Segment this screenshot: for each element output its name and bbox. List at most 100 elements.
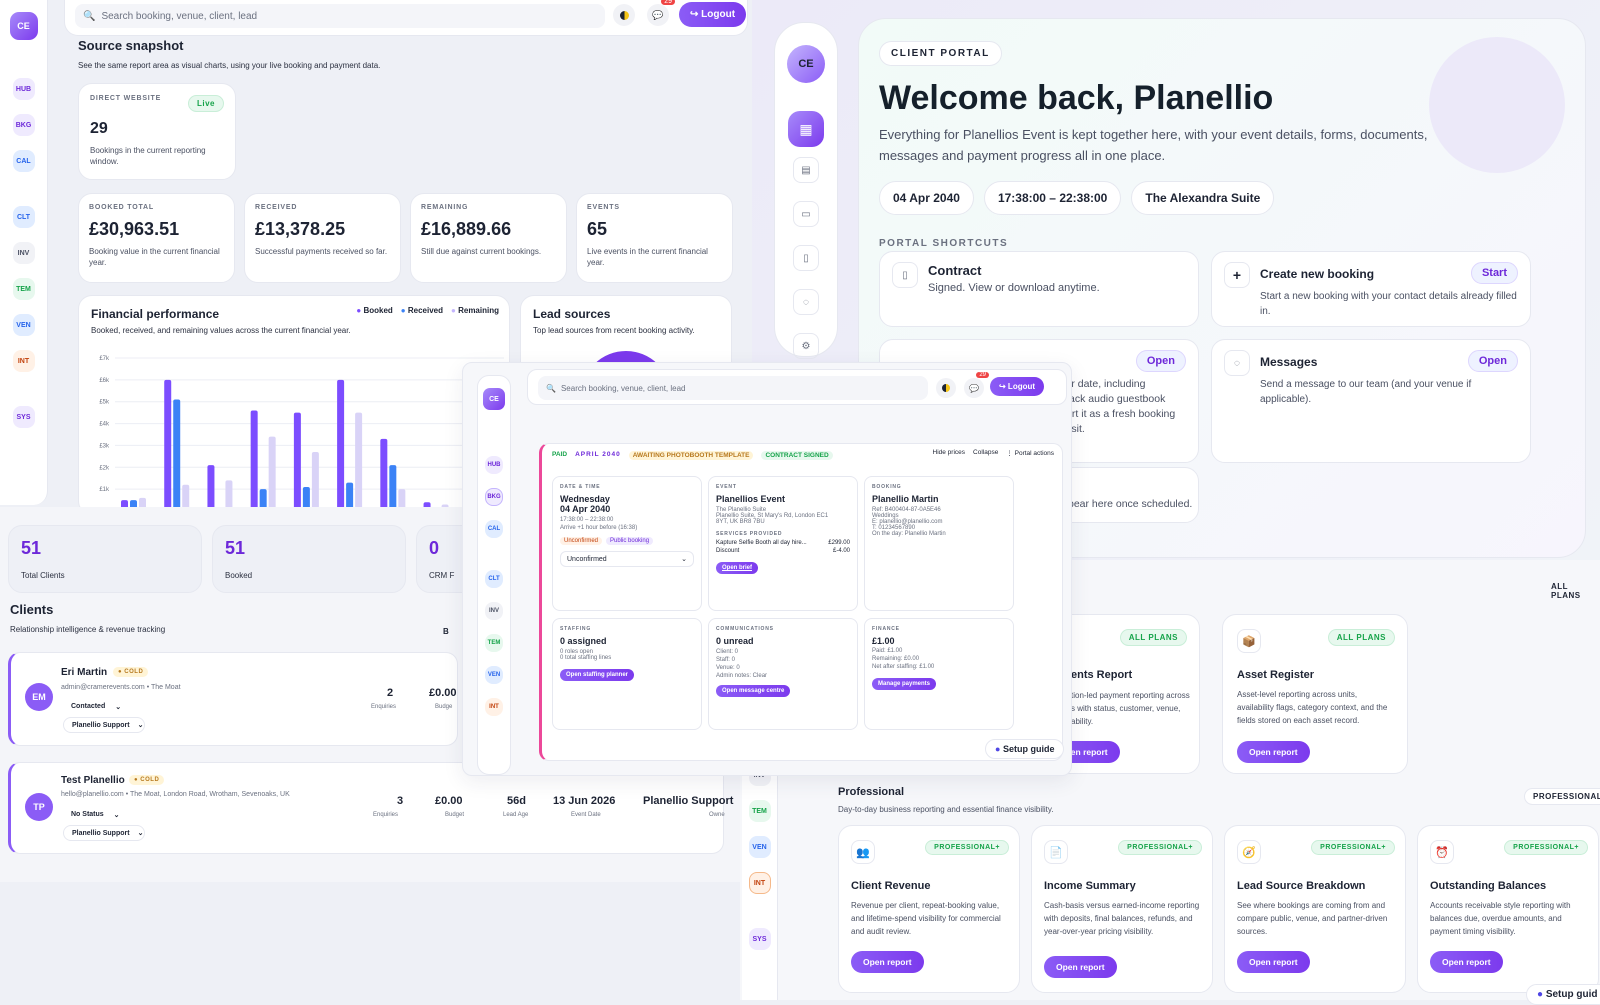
hide-prices-button[interactable]: Hide prices: [932, 449, 966, 456]
nav-ven[interactable]: VEN: [748, 836, 771, 858]
bar-remaining[interactable]: [355, 412, 363, 511]
finance-title: Financial performance: [91, 307, 220, 321]
collapse-button[interactable]: Collapse: [973, 449, 999, 456]
open-message-centre-button[interactable]: Open message centre: [716, 685, 791, 697]
nav-clt[interactable]: CLT: [485, 570, 503, 588]
nav-bkg[interactable]: BKG: [485, 488, 503, 506]
bar-received[interactable]: [259, 489, 267, 511]
settings-icon[interactable]: ⚙: [793, 333, 819, 359]
all-plans-tag: ALL PLANS: [1551, 582, 1581, 600]
nav-tem[interactable]: TEM: [485, 634, 503, 652]
client-row[interactable]: TP Test Planellio ● COLD hello@planellio…: [8, 762, 733, 854]
nav-int[interactable]: INT: [12, 350, 35, 372]
bar-remaining[interactable]: [182, 484, 190, 511]
open-report-button[interactable]: Open report: [1044, 956, 1117, 978]
asset-register-card[interactable]: 📦 ALL PLANS Asset Register Asset-level r…: [1222, 614, 1408, 774]
setup-guide-button[interactable]: ● Setup guide: [985, 739, 1065, 759]
nav-cal[interactable]: CAL: [485, 520, 503, 538]
avatar: TP: [25, 793, 53, 821]
nav-ven[interactable]: VEN: [12, 314, 35, 336]
report-title: Outstanding Balances: [1430, 880, 1547, 892]
bar-received[interactable]: [346, 482, 354, 511]
file-icon[interactable]: ▯: [793, 245, 819, 271]
start-button[interactable]: Start: [1470, 262, 1518, 284]
open-staffing-planner-button[interactable]: Open staffing planner: [560, 669, 635, 681]
bar-booked[interactable]: [207, 465, 215, 511]
nav-hub[interactable]: HUB: [485, 456, 503, 474]
bar-booked[interactable]: [164, 379, 172, 511]
document-icon[interactable]: ▤: [793, 157, 819, 183]
messages-icon[interactable]: 💬 29: [647, 0, 675, 26]
open-button[interactable]: Open: [1135, 350, 1186, 372]
booking-tags: PAID APRIL 2040 AWAITING PHOTOBOOTH TEMP…: [552, 451, 833, 460]
nav-tem[interactable]: TEM: [12, 278, 35, 300]
bar-booked[interactable]: [293, 412, 301, 511]
status-select[interactable]: No Status ⌄: [71, 811, 120, 819]
setup-guide-button[interactable]: ● Setup guid: [1526, 984, 1600, 1005]
owner-select[interactable]: Planellio Support ⌄: [63, 825, 145, 841]
portal-actions-button[interactable]: ⋮ Portal actions: [1006, 450, 1054, 457]
bar-received[interactable]: [302, 486, 310, 511]
status-select[interactable]: Contacted ⌄: [71, 703, 122, 711]
report-card[interactable]: 👥 PROFESSIONAL+ Client Revenue Revenue per …: [838, 825, 1020, 993]
logout-button[interactable]: ↪ Logout: [679, 2, 747, 27]
stat-value: £13,378.25: [255, 219, 346, 239]
portal-sidebar: CE ▦ ▤ ▭ ▯ ◌ ⚙: [774, 22, 838, 359]
open-report-button[interactable]: Open report: [1237, 741, 1310, 763]
open-brief-button[interactable]: Open brief: [716, 562, 759, 574]
nav-int[interactable]: INT: [485, 698, 503, 716]
nav-ven[interactable]: VEN: [485, 666, 503, 684]
nav-bkg[interactable]: BKG: [12, 114, 35, 136]
direct-website-card: DIRECT WEBSITE Live 29 Bookings in the c…: [78, 83, 236, 180]
card-icon[interactable]: ▭: [793, 201, 819, 227]
logout-button[interactable]: ↪ Logout: [990, 377, 1045, 396]
contract-card[interactable]: ▯ Contract Signed. View or download anyt…: [879, 251, 1199, 327]
avatar[interactable]: CE: [787, 45, 825, 83]
nav-sys[interactable]: SYS: [12, 406, 35, 428]
event-chips: 04 Apr 2040 17:38:00 – 22:38:00 The Alex…: [879, 181, 1275, 215]
open-report-button[interactable]: Open report: [1430, 951, 1503, 973]
search-input[interactable]: 🔍 Search booking, venue, client, lead: [75, 4, 605, 28]
search-icon: 🔍: [83, 10, 96, 22]
nav-hub[interactable]: HUB: [12, 78, 35, 100]
stat-card: EVENTS 65 Live events in the current finan…: [576, 193, 733, 283]
nav-int[interactable]: INT: [748, 872, 771, 894]
booking-card: PAID APRIL 2040 AWAITING PHOTOBOOTH TEMP…: [539, 443, 1063, 761]
nav-tem[interactable]: TEM: [748, 800, 771, 822]
owner-select[interactable]: Planellio Support ⌄: [63, 717, 145, 733]
chat-icon[interactable]: ◌: [793, 289, 819, 315]
bar-booked[interactable]: [250, 410, 258, 511]
search-input[interactable]: 🔍 Search booking, venue, client, lead: [538, 376, 928, 400]
open-report-button[interactable]: Open report: [1237, 951, 1310, 973]
bar-remaining[interactable]: [311, 451, 319, 511]
bar-booked[interactable]: [337, 379, 345, 511]
dashboard-icon[interactable]: ▦: [788, 111, 824, 147]
messages-card[interactable]: ◌ Messages Open Send a message to our te…: [1211, 339, 1531, 463]
nav-clt[interactable]: CLT: [12, 206, 35, 228]
theme-toggle-icon[interactable]: [936, 378, 956, 398]
theme-toggle-icon[interactable]: [613, 4, 635, 26]
manage-payments-button[interactable]: Manage payments: [872, 678, 937, 690]
avatar[interactable]: CE: [483, 388, 505, 410]
bar-booked[interactable]: [380, 438, 388, 511]
report-card[interactable]: 🧭 PROFESSIONAL+ Lead Source Breakdown See w…: [1224, 825, 1406, 993]
report-card[interactable]: ⏰ PROFESSIONAL+ Outstanding Balances Accoun…: [1417, 825, 1599, 993]
nav-cal[interactable]: CAL: [12, 150, 35, 172]
open-messages-button[interactable]: Open: [1467, 350, 1518, 372]
report-card[interactable]: 📄 PROFESSIONAL+ Income Summary Cash-basis v…: [1031, 825, 1213, 993]
nav-inv[interactable]: INV: [12, 242, 35, 264]
messages-icon[interactable]: 💬 29: [964, 372, 989, 398]
contract-tag: CONTRACT SIGNED: [761, 451, 833, 460]
open-report-button[interactable]: Open report: [851, 951, 924, 973]
status-select[interactable]: Unconfirmed ⌄: [560, 551, 694, 567]
client-row[interactable]: EM Eri Martin ● COLD admin@cramerevents.…: [8, 652, 458, 746]
nav-sys[interactable]: SYS: [748, 928, 771, 950]
bar-received[interactable]: [389, 465, 397, 511]
bar-remaining[interactable]: [268, 436, 276, 511]
create-booking-card[interactable]: + Create new booking Start Start a new b…: [1211, 251, 1531, 327]
bar-remaining[interactable]: [398, 489, 406, 511]
bar-remaining[interactable]: [225, 480, 233, 511]
nav-inv[interactable]: INV: [485, 602, 503, 620]
bar-received[interactable]: [173, 399, 181, 511]
avatar[interactable]: CE: [9, 12, 38, 40]
